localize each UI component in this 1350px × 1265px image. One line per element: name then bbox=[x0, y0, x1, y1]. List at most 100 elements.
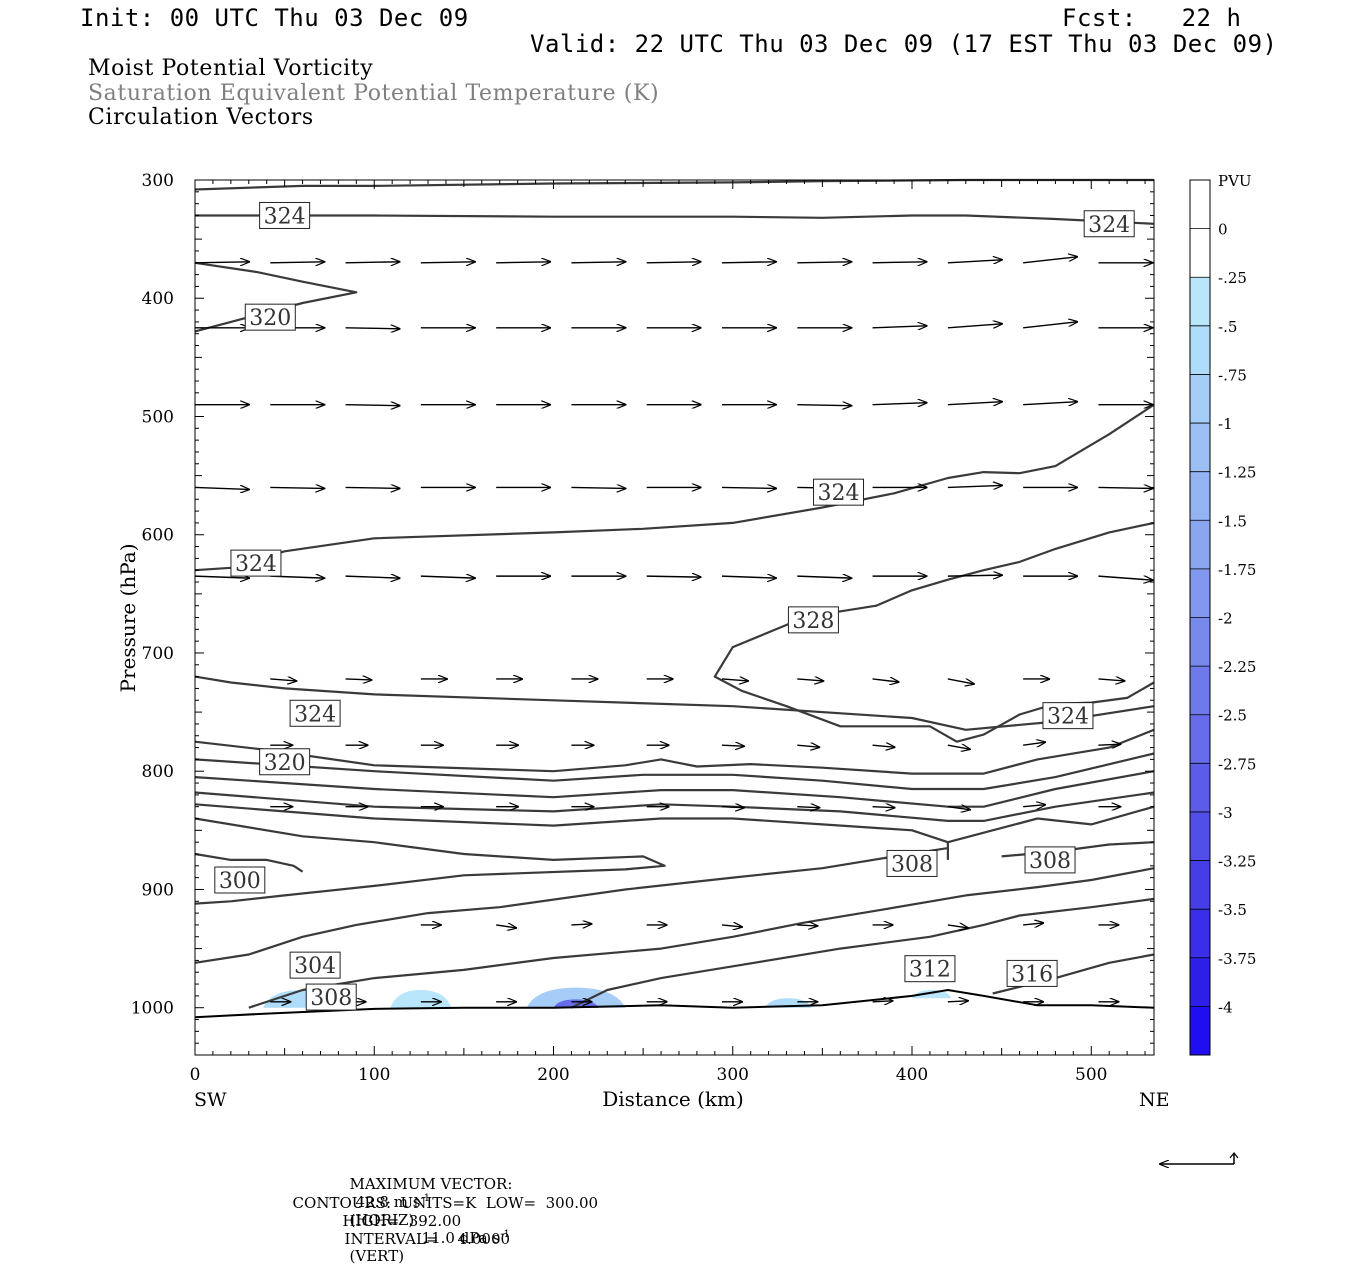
circulation-vector bbox=[872, 326, 927, 328]
circulation-vector bbox=[721, 745, 744, 746]
colorbar-label: 0 bbox=[1218, 221, 1228, 239]
contour-label-box bbox=[1024, 846, 1076, 874]
theta-es-contours bbox=[194, 178, 1155, 1019]
init-time: Init: 00 UTC Thu 03 Dec 09 bbox=[80, 4, 469, 32]
valid-time: Valid: 22 UTC Thu 03 Dec 09 (17 EST Thu … bbox=[530, 30, 1278, 58]
colorbar-label: -1.5 bbox=[1218, 512, 1247, 530]
contour-324 bbox=[195, 214, 1155, 225]
axis-ticks bbox=[194, 179, 1154, 1056]
circulation-vector bbox=[345, 328, 400, 329]
circulation-vector bbox=[797, 925, 817, 926]
circulation-vector bbox=[947, 485, 1002, 487]
circulation-vector bbox=[571, 924, 591, 925]
circulation-vector bbox=[721, 262, 776, 263]
circulation-vector bbox=[721, 807, 744, 808]
contour-308 bbox=[194, 841, 949, 964]
colorbar-label: -2.25 bbox=[1218, 658, 1256, 676]
circulation-vector bbox=[194, 262, 249, 263]
contour-label: 300 bbox=[219, 869, 261, 894]
max-vector-vert-tag: (VERT) bbox=[349, 1247, 405, 1265]
circulation-vector bbox=[1098, 744, 1120, 745]
contour-label-box bbox=[244, 303, 296, 331]
circulation-vector bbox=[947, 745, 970, 749]
contour-label: 320 bbox=[264, 751, 306, 776]
y-tick-label: 1000 bbox=[131, 999, 174, 1019]
colorbar-title: PVU bbox=[1218, 172, 1252, 190]
circulation-vector bbox=[947, 678, 974, 684]
contour-320 bbox=[194, 728, 1155, 775]
circulation-vector bbox=[721, 925, 742, 927]
colorbar-label: -3.25 bbox=[1218, 853, 1256, 871]
colorbar-swatch bbox=[1190, 277, 1210, 327]
contour-316 bbox=[194, 752, 1155, 791]
footer-contours: CONTOURS: UNITS=K LOW= 300.00 HIGH= 392.… bbox=[283, 1176, 599, 1248]
x-end-label-sw: SW bbox=[194, 1089, 227, 1111]
colorbar-label: -4 bbox=[1218, 998, 1233, 1016]
circulation-vector bbox=[420, 576, 475, 578]
colorbar-swatch bbox=[1190, 568, 1210, 618]
contour-label: 328 bbox=[792, 609, 834, 634]
colorbar-swatch bbox=[1190, 811, 1210, 862]
forecast-hour: Fcst: 22 h bbox=[1062, 4, 1242, 32]
contours-high: HIGH= 392.00 bbox=[342, 1212, 462, 1230]
contour-label: 320 bbox=[249, 306, 291, 331]
colorbar-swatch bbox=[1190, 423, 1210, 473]
y-tick-label: 600 bbox=[142, 526, 174, 546]
colorbar-swatch bbox=[1190, 520, 1210, 570]
contour-label-box bbox=[1042, 702, 1094, 730]
circulation-vector bbox=[872, 1001, 893, 1002]
x-tick-label: 0 bbox=[190, 1065, 201, 1085]
colorbar-swatch bbox=[1190, 471, 1210, 521]
contour-320 bbox=[194, 261, 358, 333]
contour-label: 308 bbox=[891, 852, 933, 877]
circulation-vector bbox=[345, 405, 400, 406]
colorbar-swatch bbox=[1190, 617, 1210, 667]
circulation-vector bbox=[270, 679, 296, 681]
colorbar-label: -.25 bbox=[1218, 269, 1247, 287]
colorbar-label: -.75 bbox=[1218, 366, 1247, 384]
legend-line-theta-es: Saturation Equivalent Potential Temperat… bbox=[88, 81, 660, 106]
circulation-vector bbox=[1023, 805, 1045, 807]
contour-304 bbox=[194, 817, 666, 905]
contour-label-box bbox=[289, 699, 341, 727]
colorbar-label: -1.75 bbox=[1218, 561, 1256, 579]
colorbar-swatch bbox=[1190, 860, 1210, 910]
contour-304 bbox=[194, 803, 1155, 844]
colorbar-swatch bbox=[1190, 909, 1210, 959]
colorbar-swatch bbox=[1190, 180, 1210, 230]
y-axis-title: Pressure (hPa) bbox=[116, 544, 140, 693]
ground-contour bbox=[194, 988, 1155, 1019]
contour-label-box bbox=[813, 478, 865, 506]
contour-label-box bbox=[289, 951, 341, 979]
circulation-vector bbox=[797, 745, 819, 747]
circulation-vector bbox=[646, 262, 701, 263]
y-tick-label: 900 bbox=[142, 880, 174, 900]
x-tick-label: 500 bbox=[1075, 1065, 1107, 1085]
contours-interval: INTERVAL= 4.0000 bbox=[344, 1230, 511, 1248]
cross-section-chart: 324 324 320 324 324 328 324 324 320 300 308 308 304 3… bbox=[116, 171, 1256, 1200]
contour-label: 324 bbox=[818, 481, 860, 506]
x-tick-labels: 0 100 200 300 400 500 bbox=[190, 1065, 1108, 1085]
contour-label-box bbox=[1006, 959, 1058, 987]
circulation-vector bbox=[947, 260, 1002, 263]
colorbar-label: -3.5 bbox=[1218, 901, 1247, 919]
contour-label-box bbox=[1083, 210, 1135, 238]
circulation-vector bbox=[947, 1001, 968, 1002]
circulation-vector bbox=[1023, 402, 1077, 405]
contour-label-box bbox=[214, 866, 266, 894]
contour-label: 324 bbox=[264, 204, 306, 229]
circulation-vector bbox=[1023, 742, 1045, 745]
circulation-vector bbox=[420, 262, 475, 263]
circulation-vector bbox=[721, 487, 776, 488]
y-tick-label: 700 bbox=[142, 644, 174, 664]
circulation-vector bbox=[947, 402, 1002, 405]
colorbar-label: -1.25 bbox=[1218, 464, 1256, 482]
colorbar-swatch bbox=[1190, 1006, 1210, 1056]
legend-line-vectors: Circulation Vectors bbox=[88, 105, 314, 130]
circulation-vector bbox=[1023, 257, 1077, 264]
y-tick-label: 300 bbox=[142, 171, 174, 191]
colorbar-swatch bbox=[1190, 228, 1210, 278]
contour-label: 324 bbox=[1047, 705, 1089, 730]
contour-label: 324 bbox=[294, 702, 336, 727]
colorbar-label: -2.5 bbox=[1218, 707, 1247, 725]
